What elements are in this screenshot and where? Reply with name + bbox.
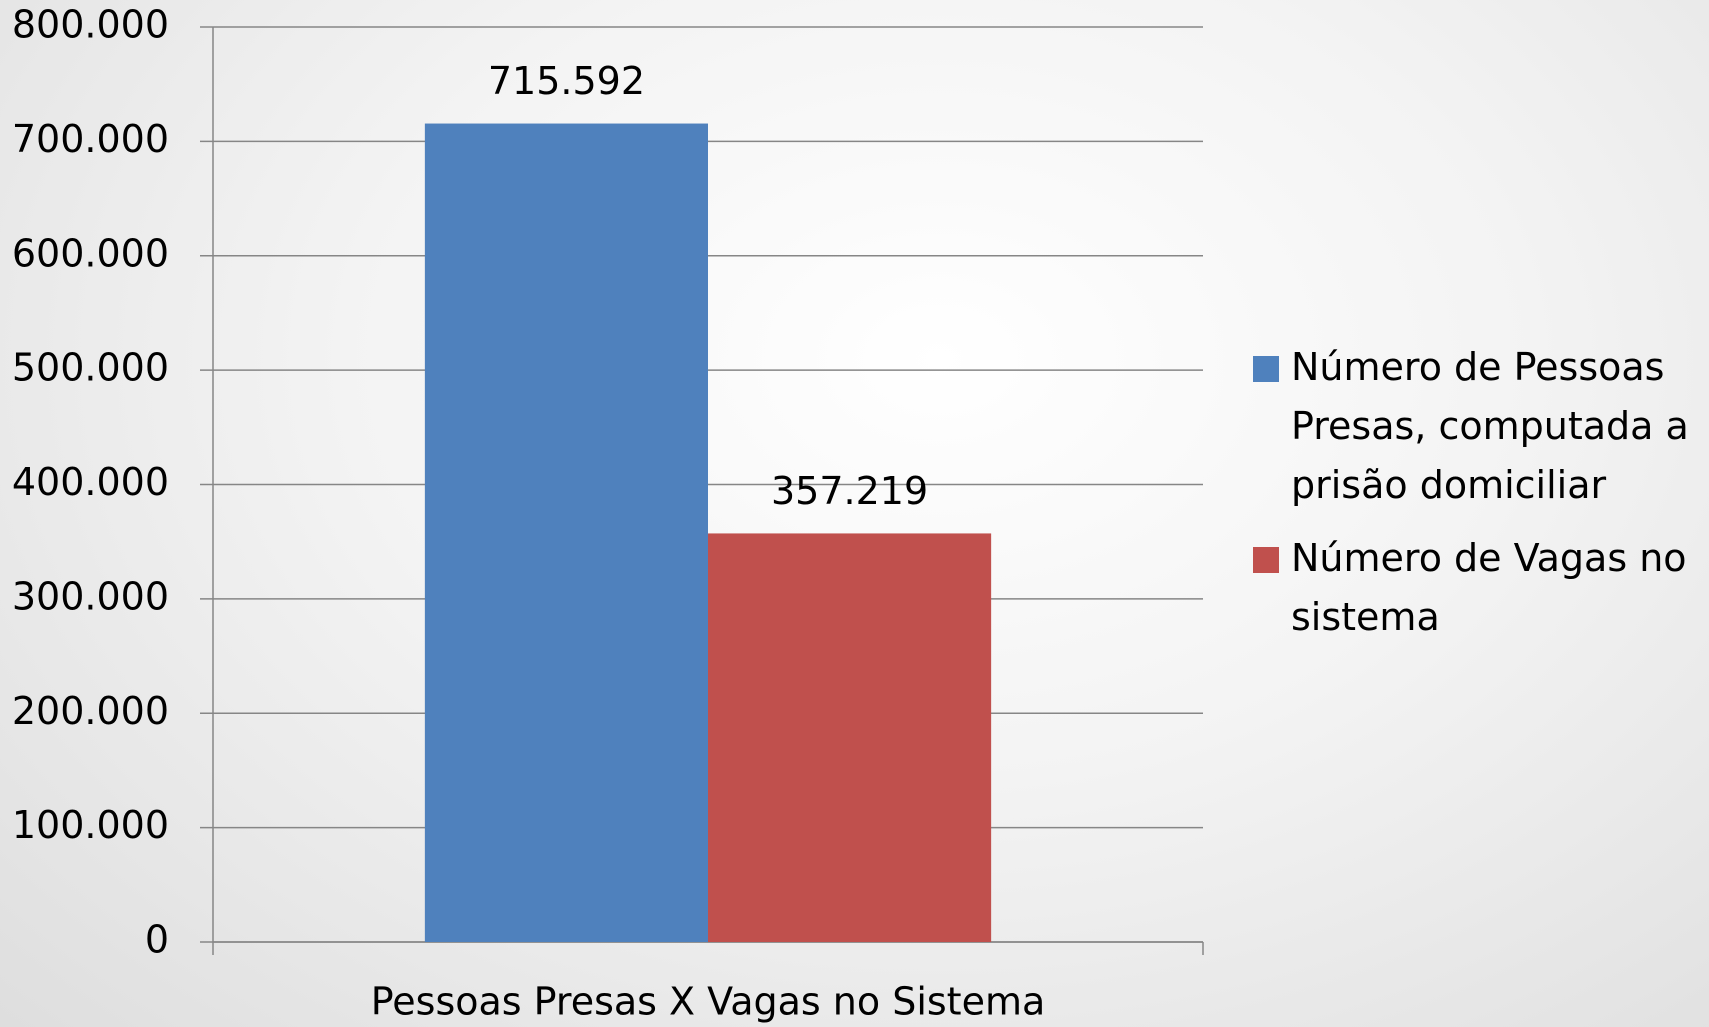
legend-label: Número de Pessoas Presas, computada a pr…	[1291, 345, 1689, 507]
bar	[424, 123, 708, 943]
y-tick-label: 700.000	[12, 117, 169, 161]
data-label: 357.219	[771, 469, 928, 513]
legend-swatch	[1253, 356, 1279, 382]
y-tick-label: 100.000	[12, 803, 169, 847]
y-tick-label: 0	[145, 918, 169, 962]
bar	[708, 533, 992, 942]
x-tick-label: Pessoas Presas X Vagas no Sistema	[371, 980, 1046, 1024]
legend: Número de Pessoas Presas, computada a pr…	[1253, 338, 1693, 661]
data-label: 715.592	[488, 59, 645, 103]
y-tick-label: 500.000	[12, 346, 169, 390]
legend-entry: Número de Vagas no sistema	[1253, 529, 1693, 647]
y-tick-label: 400.000	[12, 460, 169, 504]
y-tick-label: 300.000	[12, 574, 169, 618]
y-tick-label: 200.000	[12, 689, 169, 733]
y-tick-label: 800.000	[12, 3, 169, 47]
y-tick-label: 600.000	[12, 231, 169, 275]
legend-label: Número de Vagas no sistema	[1291, 536, 1687, 639]
legend-entry: Número de Pessoas Presas, computada a pr…	[1253, 338, 1693, 515]
legend-swatch	[1253, 547, 1279, 573]
